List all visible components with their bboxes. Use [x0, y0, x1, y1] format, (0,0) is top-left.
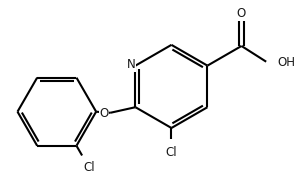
Text: N: N: [127, 58, 135, 71]
Text: Cl: Cl: [83, 161, 95, 174]
Text: O: O: [99, 107, 109, 120]
Text: O: O: [237, 7, 246, 20]
Text: OH: OH: [277, 56, 295, 69]
Text: Cl: Cl: [166, 146, 177, 159]
